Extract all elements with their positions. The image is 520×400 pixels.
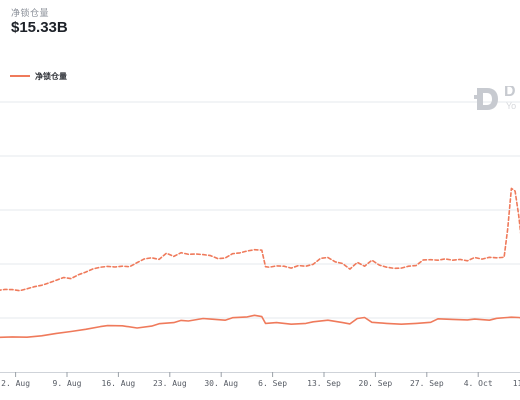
series-line-solid	[0, 314, 520, 339]
legend-label: 净锁仓量	[35, 71, 67, 81]
series-line-dashed	[0, 187, 520, 292]
watermark-logo-icon	[474, 88, 498, 110]
stat-label: 净锁仓量	[11, 9, 50, 19]
watermark-text: D	[504, 86, 516, 100]
legend-swatch	[10, 75, 30, 77]
watermark: D Yo	[474, 86, 520, 112]
x-tick-label-9: 4. Oct	[464, 379, 493, 388]
x-tick-label-1: 9. Aug	[53, 379, 82, 388]
x-tick-label-8: 27. Sep	[410, 379, 444, 388]
legend[interactable]: 净锁仓量	[10, 70, 67, 82]
stat-value: $15.33B	[11, 19, 68, 36]
x-tick-label-6: 13. Sep	[307, 379, 341, 388]
x-tick-label-2: 16. Aug	[102, 379, 136, 388]
x-tick-label-0: 2. Aug	[1, 379, 30, 388]
x-tick-label-5: 6. Sep	[258, 379, 287, 388]
x-tick-label-10: 11. Oct	[513, 379, 520, 388]
x-tick-label-7: 20. Sep	[359, 379, 393, 388]
x-tick-label-4: 30. Aug	[204, 379, 238, 388]
watermark-subtext: Yo	[506, 101, 517, 111]
x-tick-label-3: 23. Aug	[153, 379, 187, 388]
